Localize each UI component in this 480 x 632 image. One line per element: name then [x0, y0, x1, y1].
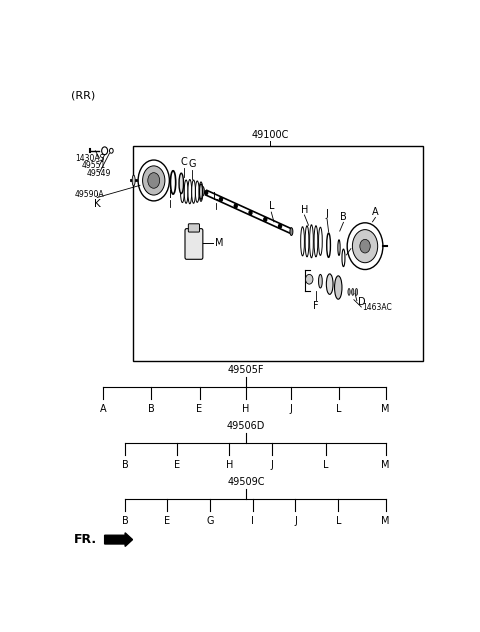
Text: C: C — [180, 157, 187, 167]
Text: K: K — [94, 199, 101, 209]
Ellipse shape — [200, 184, 203, 200]
Text: L: L — [323, 460, 329, 470]
Ellipse shape — [319, 274, 322, 288]
Text: 49505F: 49505F — [228, 365, 264, 375]
Ellipse shape — [300, 227, 304, 256]
Text: D: D — [358, 297, 365, 307]
Ellipse shape — [319, 227, 322, 255]
Text: J: J — [325, 209, 328, 219]
Ellipse shape — [180, 181, 184, 203]
Circle shape — [305, 274, 313, 284]
Text: 49506D: 49506D — [227, 421, 265, 431]
Text: M: M — [381, 460, 390, 470]
Text: G: G — [206, 516, 214, 526]
Ellipse shape — [314, 226, 318, 257]
Text: B: B — [148, 404, 155, 415]
Ellipse shape — [184, 180, 188, 204]
Text: L: L — [268, 201, 274, 211]
Text: H: H — [300, 205, 308, 214]
Text: L: L — [214, 192, 219, 202]
Text: I: I — [169, 190, 172, 200]
Text: M: M — [381, 516, 390, 526]
FancyBboxPatch shape — [185, 229, 203, 259]
Text: J: J — [294, 516, 297, 526]
FancyBboxPatch shape — [188, 224, 200, 232]
FancyArrow shape — [105, 533, 132, 547]
Circle shape — [249, 211, 252, 215]
Text: E: E — [196, 404, 203, 415]
Text: E: E — [352, 242, 358, 252]
Ellipse shape — [132, 175, 135, 186]
Ellipse shape — [179, 173, 183, 193]
Ellipse shape — [290, 228, 293, 236]
Text: B: B — [340, 212, 347, 222]
Text: 1463AC: 1463AC — [362, 303, 392, 312]
Circle shape — [278, 224, 282, 228]
Circle shape — [352, 229, 378, 263]
Circle shape — [234, 204, 237, 208]
Circle shape — [148, 173, 160, 188]
Ellipse shape — [326, 274, 333, 295]
Ellipse shape — [310, 225, 313, 258]
Ellipse shape — [305, 226, 309, 257]
Ellipse shape — [352, 288, 354, 295]
Text: FR.: FR. — [74, 533, 97, 545]
Text: 49549: 49549 — [87, 169, 111, 178]
Circle shape — [204, 191, 208, 195]
Ellipse shape — [188, 179, 192, 204]
Text: E: E — [164, 516, 170, 526]
Text: 49509C: 49509C — [227, 477, 265, 487]
Text: H: H — [242, 404, 250, 415]
Circle shape — [264, 217, 267, 221]
Text: (RR): (RR) — [71, 90, 96, 100]
Text: E: E — [174, 460, 180, 470]
Text: A: A — [372, 207, 379, 217]
Text: I: I — [251, 516, 254, 526]
Text: A: A — [99, 404, 106, 415]
Text: H: H — [226, 460, 233, 470]
Text: L: L — [336, 404, 342, 415]
Ellipse shape — [335, 276, 342, 299]
Text: 49590A: 49590A — [75, 190, 105, 198]
Circle shape — [360, 240, 370, 253]
Text: M: M — [216, 238, 224, 248]
Text: J: J — [271, 460, 274, 470]
Text: F: F — [313, 301, 319, 311]
Text: B: B — [122, 460, 129, 470]
Text: M: M — [381, 404, 390, 415]
Circle shape — [219, 197, 222, 201]
Ellipse shape — [192, 180, 195, 204]
Text: 49100C: 49100C — [252, 130, 289, 140]
Ellipse shape — [355, 288, 358, 295]
Text: L: L — [336, 516, 341, 526]
Circle shape — [143, 166, 165, 195]
Text: B: B — [122, 516, 129, 526]
Text: J: J — [289, 404, 292, 415]
Ellipse shape — [348, 288, 350, 295]
Text: 49551: 49551 — [82, 161, 106, 171]
Ellipse shape — [195, 181, 199, 202]
Text: G: G — [188, 159, 196, 169]
Text: 1430AS: 1430AS — [75, 154, 104, 163]
Ellipse shape — [199, 182, 203, 202]
Ellipse shape — [201, 186, 204, 196]
